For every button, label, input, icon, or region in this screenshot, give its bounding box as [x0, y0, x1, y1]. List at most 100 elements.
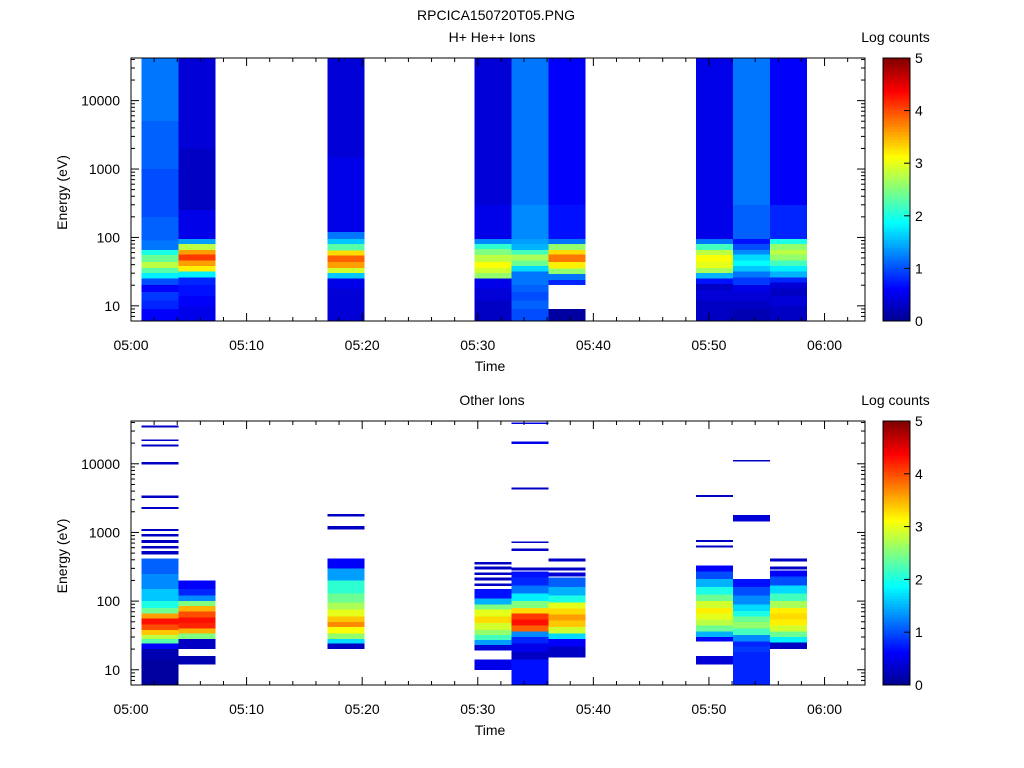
- colorbar-tick-label: 3: [915, 519, 923, 535]
- heatmap-cell: [733, 652, 771, 660]
- heatmap-cell: [141, 629, 179, 636]
- colorbar-segment: [883, 242, 910, 246]
- heatmap-cell: [548, 602, 586, 609]
- heatmap-column: [141, 58, 179, 321]
- heatmap-cell: [696, 204, 734, 239]
- colorbar-segment: [883, 508, 910, 512]
- heatmap-column: [511, 58, 549, 321]
- heatmap-cell: [548, 274, 586, 280]
- heatmap-cell: [548, 639, 586, 647]
- heatmap-cell: [733, 249, 771, 255]
- heatmap-cell: [770, 601, 808, 608]
- heatmap-cell: [548, 608, 586, 615]
- colorbar-segment: [883, 129, 910, 133]
- heatmap-cell: [696, 58, 734, 205]
- colorbar-segment: [883, 663, 910, 668]
- heatmap-cell: [327, 643, 365, 650]
- heatmap-cell: [474, 58, 512, 205]
- heatmap-cell: [474, 566, 512, 570]
- colorbar-frame: [882, 57, 911, 322]
- heatmap-cell: [141, 444, 179, 447]
- heatmap-cell: [327, 626, 365, 634]
- colorbar-segment: [883, 189, 910, 193]
- colorbar-segment: [883, 205, 910, 209]
- heatmap-cell: [178, 655, 216, 665]
- heatmap-cell: [474, 255, 512, 262]
- y-tick-label: 1000: [89, 524, 120, 540]
- colorbar-segment: [883, 173, 910, 177]
- colorbar-segment: [883, 263, 910, 267]
- heatmap-cell: [178, 633, 216, 640]
- colorbar-segment: [883, 86, 910, 91]
- colorbar-segment: [883, 426, 910, 430]
- heatmap-cell: [511, 625, 549, 632]
- colorbar-segment: [883, 79, 910, 83]
- colorbar-segment: [883, 171, 910, 175]
- heatmap-cell: [327, 278, 365, 289]
- colorbar-segment: [883, 110, 910, 114]
- heatmap-cell: [548, 620, 586, 627]
- heatmap-column: [474, 562, 512, 670]
- heatmap-cell: [696, 601, 734, 608]
- colorbar-segment: [883, 640, 910, 644]
- colorbar-segment: [883, 202, 910, 206]
- colorbar-segment: [883, 497, 910, 501]
- heatmap-cell: [178, 58, 216, 149]
- heatmap-cell: [474, 609, 512, 617]
- heatmap-column: [548, 58, 586, 321]
- heatmap-cell: [770, 254, 808, 261]
- heatmap-cell: [696, 655, 734, 665]
- x-tick-label: 05:30: [460, 337, 495, 353]
- colorbar-tick-label: 1: [915, 624, 923, 640]
- colorbar-segment: [883, 621, 910, 625]
- heatmap-cell: [178, 580, 216, 590]
- heatmap-cell: [548, 626, 586, 634]
- colorbar-segment: [883, 487, 910, 491]
- heatmap-cell: [511, 249, 549, 255]
- heatmap-column: [178, 58, 216, 321]
- heatmap-cell: [327, 621, 365, 627]
- colorbar-segment: [883, 121, 910, 125]
- heatmap-cell: [327, 568, 365, 581]
- colorbar-segment: [883, 310, 910, 314]
- heatmap-cell: [548, 577, 586, 588]
- colorbar-segment: [883, 94, 910, 99]
- heatmap-cell: [548, 633, 586, 640]
- heatmap-column: [733, 460, 771, 685]
- heatmap-cell: [770, 566, 808, 570]
- colorbar-segment: [883, 574, 910, 578]
- heatmap-cell: [474, 261, 512, 268]
- heatmap-cell: [141, 255, 179, 262]
- heatmap-cell: [733, 604, 771, 611]
- heatmap-cell: [548, 279, 586, 286]
- heatmap-cell: [474, 616, 512, 623]
- panel-title: Other Ions: [459, 392, 524, 408]
- heatmap-cell: [733, 635, 771, 642]
- colorbar-segment: [883, 629, 910, 633]
- colorbar-segment: [883, 71, 910, 75]
- colorbar-segment: [883, 286, 910, 291]
- colorbar-segment: [883, 152, 910, 156]
- colorbar: 0 1 2 3 4 5 Log counts: [861, 29, 930, 329]
- colorbar-segment: [883, 160, 910, 164]
- heatmap-cell: [141, 267, 179, 274]
- heatmap-cell: [178, 254, 216, 261]
- colorbar-segment: [883, 455, 910, 459]
- colorbar-segment: [883, 89, 910, 93]
- heatmap-cell: [548, 572, 586, 577]
- heatmap-cell: [733, 271, 771, 278]
- heatmap-cell: [141, 439, 179, 441]
- heatmap-cell: [770, 277, 808, 283]
- colorbar-segment: [883, 294, 910, 298]
- colorbar-segment: [883, 184, 910, 188]
- heatmap-cell: [474, 583, 512, 587]
- colorbar-segment: [883, 210, 910, 214]
- heatmap-cell: [696, 300, 734, 321]
- x-tick-label: 05:50: [691, 337, 726, 353]
- colorbar-segment: [883, 669, 910, 673]
- heatmap-cell: [511, 254, 549, 261]
- heatmap-cell: [474, 572, 512, 576]
- heatmap-cell: [548, 249, 586, 255]
- heatmap-cell: [511, 613, 549, 620]
- heatmap-cell: [733, 641, 771, 647]
